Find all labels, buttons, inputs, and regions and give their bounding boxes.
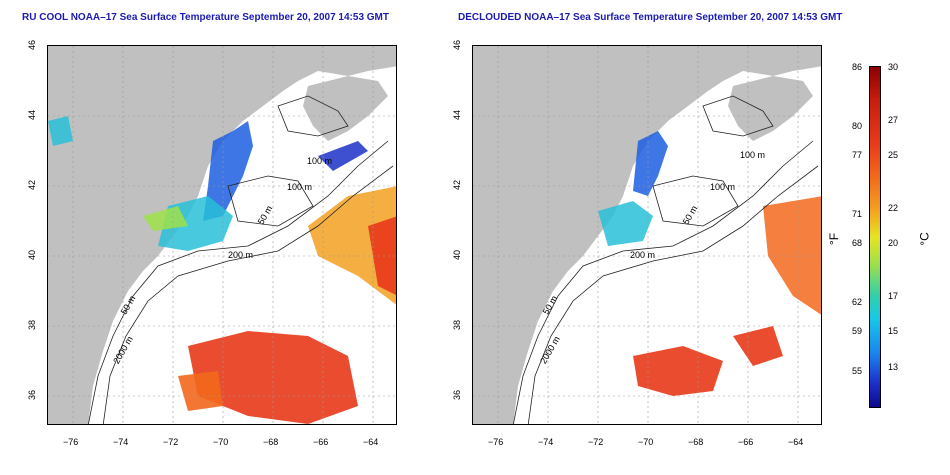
x-tick-label: −66	[313, 437, 329, 447]
colorbar-f-label: 55	[851, 366, 862, 376]
left-map-panel	[47, 45, 397, 425]
grid-lines	[473, 46, 821, 424]
sst-warm-east	[763, 196, 821, 315]
land-mass	[473, 46, 821, 424]
right-map-title: DECLOUDED NOAA–17 Sea Surface Temperatur…	[458, 12, 843, 23]
y-tick-label: 40	[27, 250, 37, 261]
colorbar-c-label: 25	[888, 150, 899, 160]
colorbar-c-label: 17	[888, 291, 899, 301]
right-map-canvas	[473, 46, 821, 424]
sst-green-patch	[143, 206, 188, 231]
colorbar-c-label: 20	[888, 238, 899, 248]
x-tick-label: −68	[688, 437, 704, 447]
contour-label: 100 m	[740, 150, 766, 160]
y-tick-label: 36	[452, 390, 462, 401]
nova-scotia	[728, 76, 813, 141]
y-tick-label: 46	[27, 40, 37, 51]
colorbar-c-label: 13	[888, 362, 899, 372]
left-map-canvas	[48, 46, 396, 424]
y-tick-label: 42	[27, 180, 37, 191]
x-tick-label: −74	[113, 437, 129, 447]
y-tick-label: 44	[27, 110, 37, 121]
sst-hot-south	[633, 346, 723, 396]
y-tick-label: 36	[27, 390, 37, 401]
sst-cyan-nw	[48, 116, 73, 146]
bathymetry-contours	[87, 95, 394, 424]
y-tick-label: 46	[452, 40, 462, 51]
colorbar-f-label: 71	[851, 209, 862, 219]
sst-orange-south	[178, 371, 223, 411]
x-tick-label: −64	[788, 437, 804, 447]
colorbar-c-label: 22	[888, 203, 899, 213]
colorbar-c-label: 15	[888, 326, 899, 336]
nova-scotia	[303, 76, 388, 141]
y-tick-label: 38	[27, 320, 37, 331]
colorbar-f-label: 62	[851, 297, 862, 307]
sst-cold-patch	[203, 121, 253, 221]
x-tick-label: −66	[738, 437, 754, 447]
colorbar-f-unit: °F	[827, 232, 842, 246]
contour-label: 100 m	[710, 182, 736, 192]
colorbar-f-label: 80	[851, 121, 862, 131]
x-tick-label: −64	[363, 437, 379, 447]
sst-hot-east	[368, 216, 396, 295]
sst-cold-strip	[318, 141, 368, 171]
contour-label: 200 m	[630, 250, 656, 260]
contour-label: 200 m	[228, 250, 254, 260]
colorbar-f-label: 59	[851, 326, 862, 336]
grid-lines	[48, 46, 396, 424]
colorbar-f-label: 77	[851, 150, 862, 160]
x-tick-label: −76	[63, 437, 79, 447]
sst-hot-patch	[733, 326, 783, 366]
x-tick-label: −70	[213, 437, 229, 447]
y-tick-label: 38	[452, 320, 462, 331]
sst-cyan-patch	[598, 201, 653, 246]
sst-cold-patch	[633, 131, 668, 196]
colorbar-c-unit: °C	[917, 232, 932, 246]
colorbar-f-label: 68	[851, 238, 862, 248]
colorbar-c-label: 27	[888, 115, 899, 125]
left-map-title: RU COOL NOAA–17 Sea Surface Temperature …	[22, 12, 389, 23]
colorbar-c-label: 30	[888, 62, 899, 72]
y-tick-label: 42	[452, 180, 462, 191]
contour-label: 100 m	[287, 182, 313, 192]
colorbar-f-label: 86	[851, 62, 862, 72]
right-map-panel	[472, 45, 822, 425]
x-tick-label: −76	[488, 437, 504, 447]
land-mass	[48, 46, 396, 424]
y-tick-label: 40	[452, 250, 462, 261]
temperature-colorbar	[869, 66, 881, 408]
y-tick-label: 44	[452, 110, 462, 121]
x-tick-label: −68	[263, 437, 279, 447]
x-tick-label: −72	[163, 437, 179, 447]
bathymetry-contours	[512, 95, 819, 424]
x-tick-label: −70	[638, 437, 654, 447]
x-tick-label: −74	[538, 437, 554, 447]
contour-label: 100 m	[307, 156, 333, 166]
x-tick-label: −72	[588, 437, 604, 447]
